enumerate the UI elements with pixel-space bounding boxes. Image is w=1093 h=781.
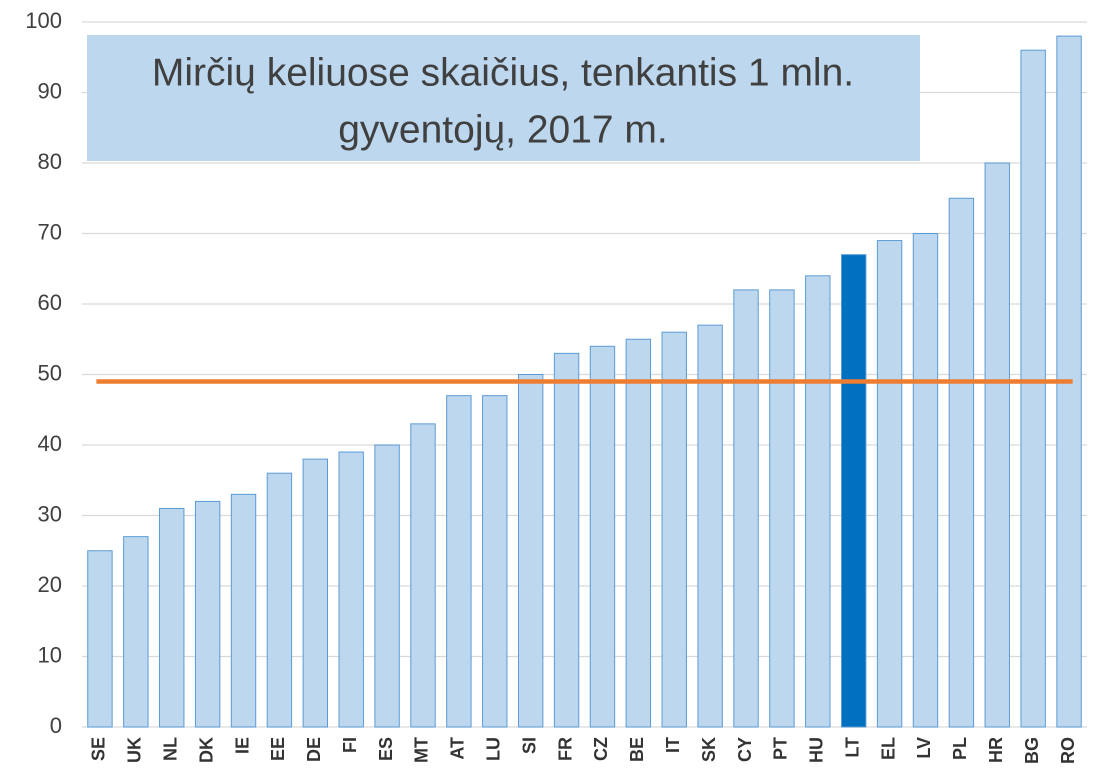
bar	[87, 550, 113, 728]
y-tick-label: 60	[38, 290, 62, 315]
bar	[446, 395, 472, 728]
x-tick-label: SK	[699, 737, 719, 762]
x-tick-label: ES	[376, 737, 396, 761]
bar	[1020, 49, 1046, 728]
chart-title: Mirčių keliuose skaičius, tenkantis 1 ml…	[152, 51, 854, 94]
x-tick-label: FI	[340, 737, 360, 753]
bar	[625, 338, 652, 728]
bar	[482, 395, 508, 728]
bar	[876, 240, 903, 728]
bar	[912, 233, 939, 728]
y-tick-label: 20	[38, 572, 62, 597]
x-tick-label: IT	[663, 737, 683, 753]
x-tick-label: BG	[1022, 737, 1042, 764]
y-tick-label: 100	[25, 8, 62, 33]
x-tick-label: LT	[842, 737, 862, 758]
x-tick-label: MT	[412, 737, 432, 763]
y-tick-label: 70	[38, 219, 62, 244]
bar	[589, 345, 616, 728]
bar	[661, 331, 687, 728]
y-tick-label: 90	[38, 78, 62, 103]
x-tick-label: DK	[196, 737, 216, 763]
bar	[338, 451, 364, 728]
bar	[410, 423, 436, 728]
y-tick-label: 80	[38, 149, 62, 174]
x-tick-label: DE	[304, 737, 324, 762]
bar	[733, 289, 759, 728]
bar	[374, 444, 400, 728]
x-tick-label: SE	[89, 737, 109, 761]
x-tick-label: IE	[232, 737, 252, 754]
bar	[553, 352, 580, 728]
x-tick-label: SI	[519, 737, 539, 754]
x-tick-label: RO	[1058, 737, 1078, 764]
bar	[230, 493, 257, 728]
bar	[517, 374, 544, 728]
bar	[159, 507, 185, 728]
x-tick-label: LV	[914, 737, 934, 759]
bars	[87, 35, 1082, 728]
x-tick-label: PL	[950, 737, 970, 760]
x-tick-label: BE	[627, 737, 647, 762]
bar	[805, 275, 831, 728]
x-tick-label: HR	[986, 737, 1006, 763]
y-tick-label: 40	[38, 431, 62, 456]
bar	[194, 500, 221, 728]
y-tick-label: 10	[38, 642, 62, 667]
bar	[266, 472, 293, 728]
x-tick-label: CZ	[591, 737, 611, 761]
x-tick-label: AT	[448, 737, 468, 760]
bar	[123, 536, 149, 728]
x-tick-label: NL	[160, 737, 180, 761]
bar	[948, 197, 975, 728]
bar	[697, 324, 723, 728]
y-tick-label: 0	[50, 713, 62, 738]
x-tick-label: EL	[878, 737, 898, 760]
y-tick-label: 50	[38, 360, 62, 385]
x-tick-label: FR	[555, 737, 575, 761]
bar	[769, 289, 795, 728]
title-box	[87, 35, 920, 161]
x-tick-label: PT	[771, 737, 791, 760]
bar	[840, 254, 867, 728]
x-tick-label: HU	[807, 737, 827, 763]
x-tick-label: LU	[484, 737, 504, 761]
chart-title: gyventojų, 2017 m.	[338, 108, 668, 151]
x-tick-label: UK	[125, 737, 145, 763]
x-tick-label: CY	[735, 737, 755, 762]
x-tick-label: EE	[268, 737, 288, 761]
bar	[984, 162, 1010, 728]
bar	[302, 458, 329, 728]
y-tick-label: 30	[38, 501, 62, 526]
